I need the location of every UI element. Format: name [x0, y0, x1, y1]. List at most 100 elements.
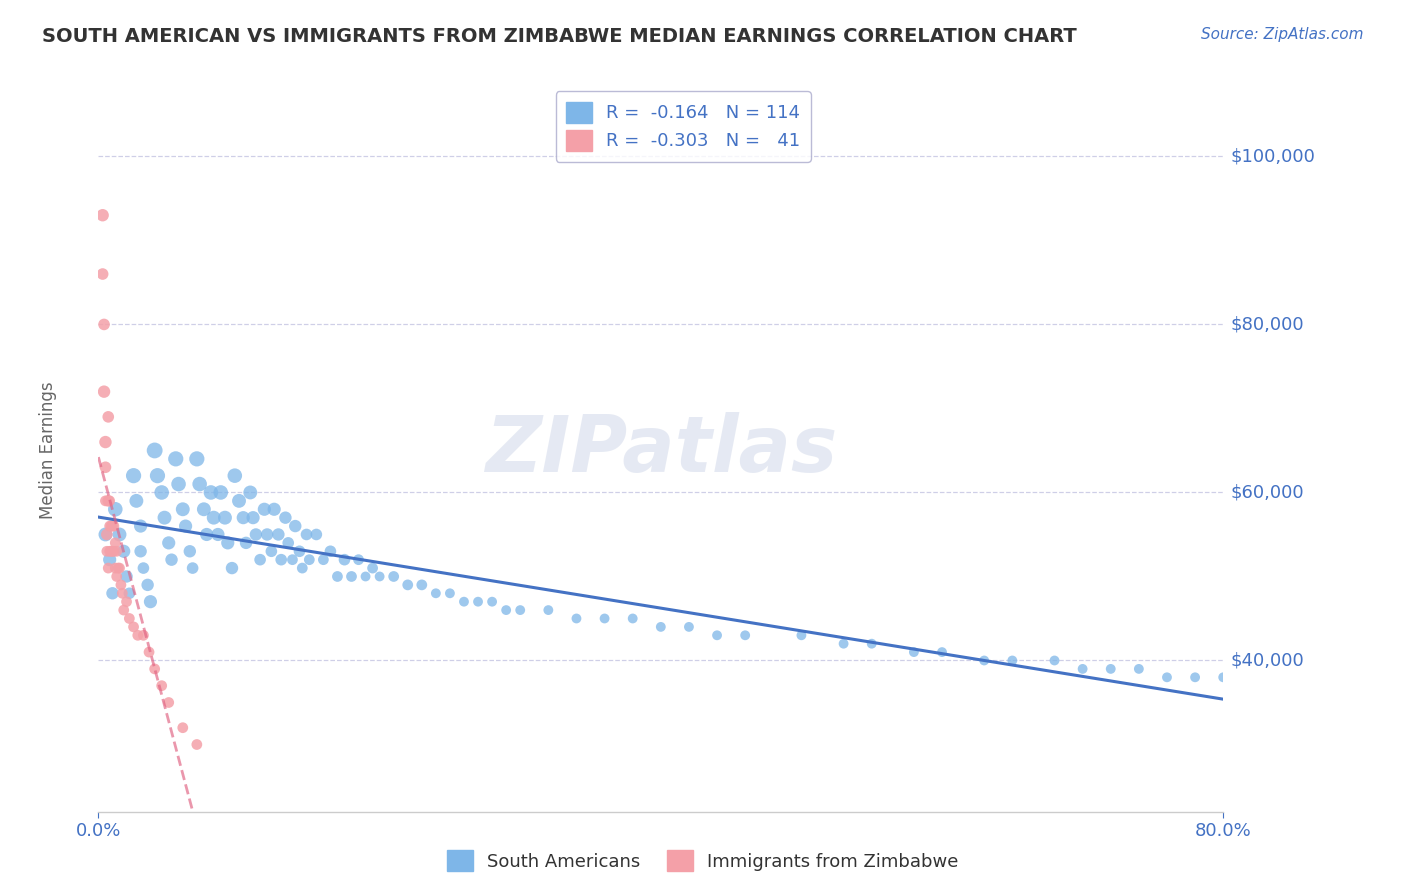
Point [98, 552, 121, 566]
Legend: South Americans, Immigrants from Zimbabwe: South Americans, Immigrants from Zimbabw… [440, 843, 966, 879]
Point [706, 628, 728, 642]
Text: Source: ZipAtlas.com: Source: ZipAtlas.com [1201, 27, 1364, 42]
Text: $100,000: $100,000 [1230, 147, 1315, 165]
Point [136, 578, 159, 592]
Point [110, 578, 132, 592]
Point [125, 494, 148, 508]
Point [239, 485, 262, 500]
Point [1099, 662, 1122, 676]
Point [1001, 653, 1024, 667]
Point [172, 502, 194, 516]
Point [107, 561, 129, 575]
Point [288, 544, 311, 558]
Point [179, 544, 201, 558]
Point [207, 527, 229, 541]
Point [274, 510, 297, 524]
Point [91, 208, 114, 222]
Point [1043, 653, 1066, 667]
Point [96, 527, 118, 541]
Point [214, 510, 236, 524]
Point [118, 586, 141, 600]
Point [129, 519, 152, 533]
Point [150, 679, 173, 693]
Point [105, 544, 128, 558]
Point [104, 536, 127, 550]
Point [621, 611, 644, 625]
Point [97, 561, 120, 575]
Point [361, 561, 384, 575]
Point [150, 485, 173, 500]
Point [127, 628, 149, 642]
Point [509, 603, 531, 617]
Point [100, 544, 122, 558]
Point [122, 468, 145, 483]
Point [195, 527, 218, 541]
Point [108, 527, 131, 541]
Point [193, 502, 215, 516]
Point [291, 561, 314, 575]
Point [98, 494, 121, 508]
Point [172, 721, 194, 735]
Point [115, 569, 138, 583]
Point [281, 552, 304, 566]
Point [832, 637, 855, 651]
Point [202, 510, 225, 524]
Point [411, 578, 433, 592]
Point [132, 561, 155, 575]
Point [221, 561, 243, 575]
Point [105, 569, 128, 583]
Point [453, 595, 475, 609]
Point [253, 502, 276, 516]
Point [104, 561, 127, 575]
Point [382, 569, 405, 583]
Text: $40,000: $40,000 [1230, 651, 1303, 670]
Point [354, 569, 377, 583]
Point [1184, 670, 1206, 684]
Point [160, 552, 183, 566]
Point [157, 696, 180, 710]
Point [481, 595, 503, 609]
Point [108, 561, 131, 575]
Point [347, 552, 370, 566]
Point [112, 603, 135, 617]
Point [94, 527, 117, 541]
Point [340, 569, 363, 583]
Point [186, 738, 208, 752]
Point [146, 468, 169, 483]
Point [94, 494, 117, 508]
Point [1156, 670, 1178, 684]
Point [593, 611, 616, 625]
Point [319, 544, 342, 558]
Point [495, 603, 517, 617]
Point [143, 662, 166, 676]
Point [101, 586, 124, 600]
Point [678, 620, 700, 634]
Point [97, 494, 120, 508]
Point [368, 569, 391, 583]
Point [186, 451, 208, 466]
Point [270, 552, 292, 566]
Point [277, 536, 299, 550]
Point [174, 519, 197, 533]
Point [650, 620, 672, 634]
Point [284, 519, 307, 533]
Point [112, 544, 135, 558]
Point [790, 628, 813, 642]
Text: $60,000: $60,000 [1230, 483, 1303, 501]
Point [312, 552, 335, 566]
Point [97, 409, 120, 424]
Point [101, 544, 124, 558]
Point [249, 552, 271, 566]
Point [209, 485, 232, 500]
Point [256, 527, 278, 541]
Point [242, 510, 264, 524]
Point [973, 653, 995, 667]
Point [103, 519, 125, 533]
Point [104, 502, 127, 516]
Point [96, 544, 118, 558]
Point [181, 561, 204, 575]
Point [1128, 662, 1150, 676]
Point [91, 267, 114, 281]
Point [188, 477, 211, 491]
Point [298, 552, 321, 566]
